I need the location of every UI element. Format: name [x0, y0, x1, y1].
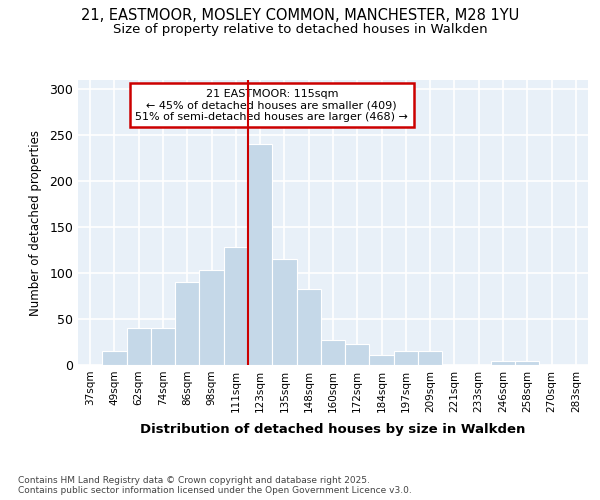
- Bar: [272, 260, 296, 365]
- Text: Contains HM Land Registry data © Crown copyright and database right 2025.
Contai: Contains HM Land Registry data © Crown c…: [18, 476, 412, 495]
- Bar: [151, 328, 175, 365]
- Text: 21 EASTMOOR: 115sqm
← 45% of detached houses are smaller (409)
51% of semi-detac: 21 EASTMOOR: 115sqm ← 45% of detached ho…: [136, 88, 408, 122]
- Y-axis label: Number of detached properties: Number of detached properties: [29, 130, 43, 316]
- Bar: [394, 351, 418, 365]
- Bar: [102, 351, 127, 365]
- Bar: [127, 328, 151, 365]
- Bar: [491, 362, 515, 365]
- Bar: [248, 144, 272, 365]
- Bar: [175, 282, 199, 365]
- Bar: [418, 351, 442, 365]
- Bar: [370, 355, 394, 365]
- Bar: [199, 270, 224, 365]
- Bar: [296, 288, 321, 365]
- X-axis label: Distribution of detached houses by size in Walkden: Distribution of detached houses by size …: [140, 423, 526, 436]
- Bar: [345, 344, 370, 365]
- Text: 21, EASTMOOR, MOSLEY COMMON, MANCHESTER, M28 1YU: 21, EASTMOOR, MOSLEY COMMON, MANCHESTER,…: [81, 8, 519, 22]
- Bar: [515, 362, 539, 365]
- Bar: [321, 340, 345, 365]
- Text: Size of property relative to detached houses in Walkden: Size of property relative to detached ho…: [113, 22, 487, 36]
- Bar: [224, 248, 248, 365]
